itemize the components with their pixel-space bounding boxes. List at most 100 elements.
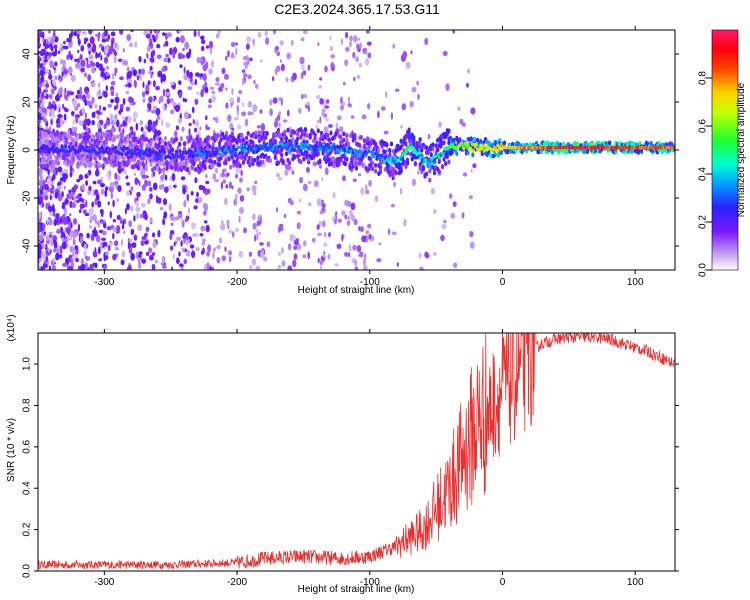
spectrogram-cell xyxy=(350,153,354,157)
spectrogram-cell xyxy=(278,122,281,128)
spectrogram-cell xyxy=(243,156,247,162)
colorbar-tick-label: 0.6 xyxy=(698,119,709,133)
spectrogram-cell xyxy=(223,73,229,80)
spectrogram-cell xyxy=(39,174,43,182)
spectrogram-cell xyxy=(191,250,196,259)
spectrogram-cell xyxy=(344,214,348,220)
spectrogram-cell xyxy=(222,168,225,177)
spectrogram-cell xyxy=(345,156,349,162)
spectrogram-cell xyxy=(52,207,55,212)
spectrogram-cell xyxy=(224,246,227,252)
spectrogram-cell xyxy=(180,240,183,247)
spectrogram-cell xyxy=(157,229,161,238)
spectrogram-cell xyxy=(102,241,108,247)
spectrogram-cell xyxy=(136,147,140,152)
spectrogram-cell xyxy=(345,146,349,150)
spectrogram-cell xyxy=(290,39,294,46)
spectrogram-cell xyxy=(307,64,311,71)
spectrogram-cell xyxy=(136,191,141,198)
spectrogram-cell xyxy=(116,134,120,140)
spectrogram-cell xyxy=(157,142,161,148)
spectrogram-cell xyxy=(123,146,127,151)
spectrogram-cell xyxy=(41,112,47,118)
spectrogram-cell xyxy=(201,241,205,246)
spectrogram-cell xyxy=(81,184,85,191)
spectrogram-cell xyxy=(130,205,134,212)
spectrogram-cell xyxy=(138,251,143,255)
spectrogram-cell xyxy=(269,99,273,106)
spectrogram-cell xyxy=(144,240,149,245)
spectrogram-cell xyxy=(40,74,45,83)
spectrogram-cell xyxy=(166,88,169,93)
spectrogram-cell xyxy=(608,140,612,146)
spectrogram-cell xyxy=(280,152,284,158)
spectrogram-cell xyxy=(149,44,154,49)
spectrogram-cell xyxy=(102,106,107,111)
spectrogram-cell xyxy=(58,107,61,113)
spectrogram-cell xyxy=(125,175,129,180)
spectrogram-cell xyxy=(38,224,41,232)
spectrogram-cell xyxy=(156,54,162,60)
spectrogram-cell xyxy=(203,210,207,216)
spectrogram-cell xyxy=(178,30,182,33)
spectrogram-cell xyxy=(281,159,285,165)
spectrogram-cell xyxy=(194,127,198,133)
spectrogram-cell xyxy=(220,82,225,89)
spectrogram-cell xyxy=(101,237,106,241)
spectrogram-cell xyxy=(38,234,43,242)
spectrogram-cell xyxy=(44,183,49,191)
spectrogram-cell xyxy=(120,259,125,266)
spectrogram-cell xyxy=(318,140,322,146)
spectrogram-cell xyxy=(147,119,153,127)
spectrogram-cell xyxy=(437,159,441,165)
spectrogram-cell xyxy=(320,147,323,152)
spectrogram-cell xyxy=(333,146,337,151)
spectrogram-cell xyxy=(170,109,175,115)
spectrogram-cell xyxy=(152,149,156,154)
spectrogram-cell xyxy=(168,184,173,190)
spectrogram-cell xyxy=(346,220,351,226)
spectrogram-cell xyxy=(59,245,63,252)
x-tick-label: 100 xyxy=(627,577,644,588)
spectrogram-cell xyxy=(119,76,124,81)
spectrogram-cell xyxy=(278,132,282,138)
spectrogram-cell xyxy=(198,148,201,152)
spectrogram-cell xyxy=(83,122,87,131)
spectrogram-cell xyxy=(51,176,54,182)
spectrogram-cell xyxy=(365,230,370,235)
spectrogram-cell xyxy=(349,209,353,217)
spectrogram-cell xyxy=(472,137,476,143)
spectrogram-cell xyxy=(183,258,187,265)
spectrogram-cell xyxy=(170,222,174,226)
spectrogram-cell xyxy=(482,149,486,153)
spectrogram-cell xyxy=(405,150,408,154)
spectrogram-cell xyxy=(305,133,309,138)
spectrogram-cell xyxy=(133,79,137,86)
spectrogram-cell xyxy=(219,155,223,161)
spectrogram-cell xyxy=(119,103,124,110)
spectrogram-cell xyxy=(378,167,382,173)
spectrogram-cell xyxy=(209,47,213,55)
spectrogram-cell xyxy=(79,86,83,94)
spectrogram-cell xyxy=(411,86,417,93)
spectrogram-cell xyxy=(503,140,507,146)
spectrogram-cell xyxy=(627,148,631,154)
spectrogram-cell xyxy=(59,216,62,225)
spectrogram-cell xyxy=(151,263,156,270)
spectrogram-cell xyxy=(192,161,196,167)
spectrogram-cell xyxy=(319,265,323,270)
spectrogram-cell xyxy=(162,149,166,154)
spectrogram-cell xyxy=(97,220,100,228)
spectrogram-cell xyxy=(96,144,99,149)
spectrogram-cell xyxy=(391,203,395,208)
spectrogram-cell xyxy=(409,101,414,108)
spectrogram-cell xyxy=(302,142,305,146)
spectrogram-cell xyxy=(80,45,85,52)
spectrogram-cell xyxy=(348,244,352,252)
spectrogram-cell xyxy=(313,180,319,188)
spectrogram-cell xyxy=(352,178,357,182)
spectrogram-cell xyxy=(167,57,171,63)
spectrogram-cell xyxy=(200,89,204,98)
spectrogram-cell xyxy=(323,250,326,256)
spectrogram-cell xyxy=(59,177,65,182)
